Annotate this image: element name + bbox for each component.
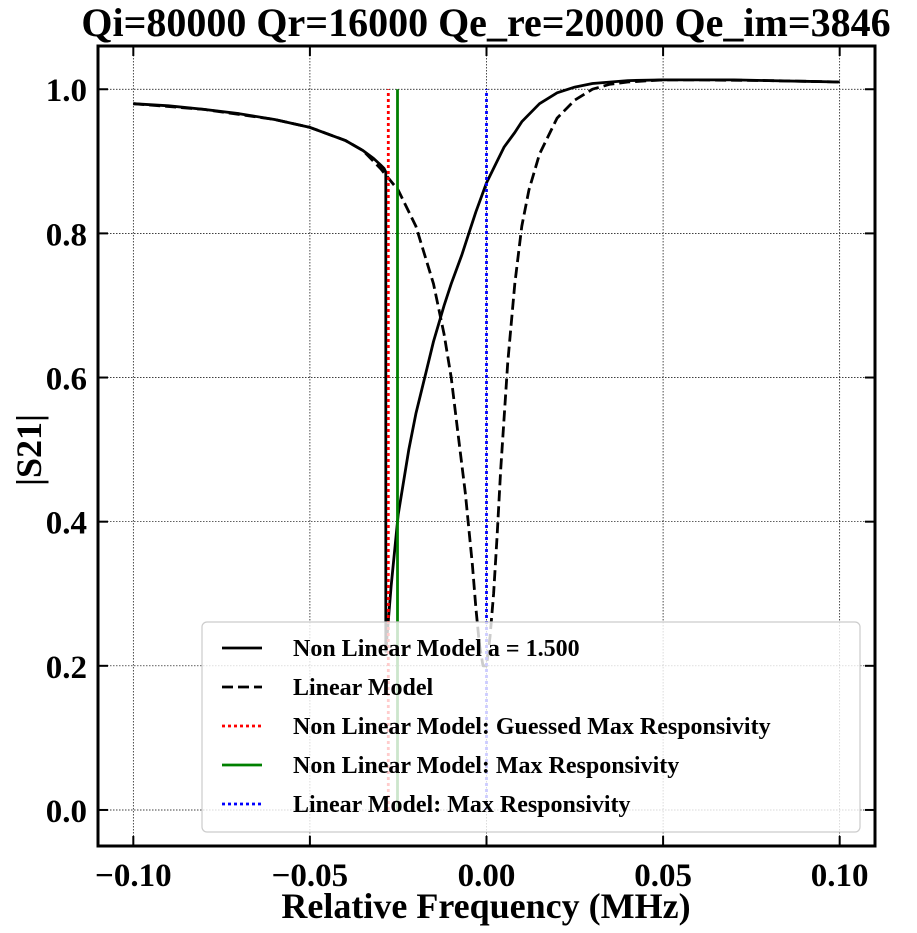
x-tick-label: 0.05 [634,858,692,894]
y-tick-label: 0.2 [46,650,87,686]
y-tick-label: 1.0 [46,73,87,109]
tick-labels: −0.10 −0.05 0.00 0.05 0.10 0.0 0.2 0.4 0.6 0.8 1.0 [46,73,869,894]
legend-label: Linear Model: Max Responsivity [293,792,631,818]
x-tick-label: −0.05 [272,858,349,894]
y-tick-label: 0.0 [46,794,87,830]
x-axis-label: Relative Frequency (MHz) [281,886,690,926]
legend: Non Linear Model a = 1.500 Linear Model No… [201,621,861,833]
x-tick-label: −0.10 [95,858,172,894]
y-tick-label: 0.6 [46,362,87,398]
tick-marks [98,46,875,846]
chart-title: Qi=80000 Qr=16000 Qe_re=20000 Qe_im=3846 [81,0,890,45]
legend-label: Linear Model [293,675,434,701]
y-axis-label: |S21| [9,414,49,486]
legend-label: Non Linear Model: Guessed Max Responsivi… [293,714,771,740]
y-tick-label: 0.4 [46,506,87,542]
y-tick-label: 0.8 [46,217,87,253]
x-tick-label: 0.10 [811,858,869,894]
legend-label: Non Linear Model a = 1.500 [293,636,580,662]
legend-box [201,621,861,833]
legend-label: Non Linear Model: Max Responsivity [293,753,679,779]
x-tick-label: 0.00 [458,858,516,894]
